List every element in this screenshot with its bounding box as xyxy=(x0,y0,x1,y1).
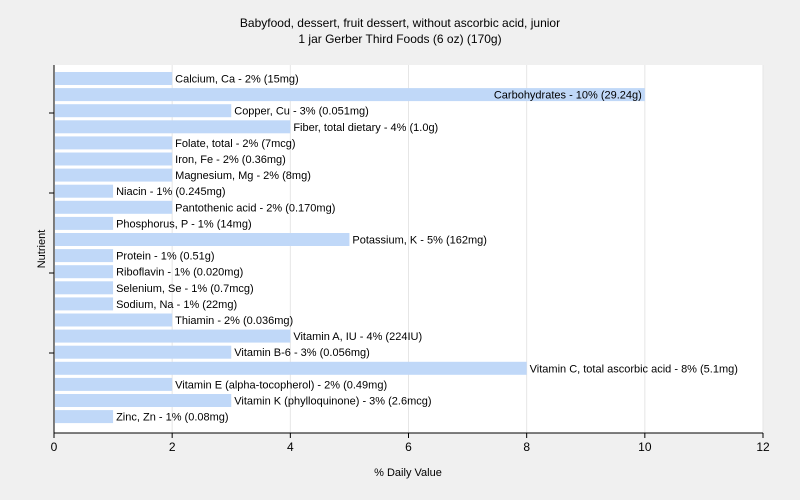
y-axis-title: Nutrient xyxy=(36,230,48,269)
bar xyxy=(55,394,232,407)
bar xyxy=(55,361,527,375)
bar xyxy=(55,297,114,311)
bar xyxy=(55,184,114,198)
bar xyxy=(55,104,232,118)
bar xyxy=(55,329,291,343)
x-tick-label: 6 xyxy=(405,440,412,454)
bar xyxy=(55,168,173,182)
bar-label: Carbohydrates - 10% (29.24g) xyxy=(494,90,642,102)
bar xyxy=(55,410,114,424)
bar-label: Potassium, K - 5% (162mg) xyxy=(352,235,487,247)
bar-label: Iron, Fe - 2% (0.36mg) xyxy=(175,154,286,166)
bar-label: Fiber, total dietary - 4% (1.0g) xyxy=(293,122,438,134)
bar xyxy=(55,136,173,150)
bar-label: Vitamin B-6 - 3% (0.056mg) xyxy=(234,347,370,359)
bar-label: Magnesium, Mg - 2% (8mg) xyxy=(175,170,311,182)
bar-label: Riboflavin - 1% (0.020mg) xyxy=(116,267,243,279)
x-axis-ticks: 0 2 4 6 8 10 12 xyxy=(51,433,770,454)
bar-label: Sodium, Na - 1% (22mg) xyxy=(116,299,237,311)
x-tick-label: 12 xyxy=(756,440,770,454)
bar xyxy=(55,265,114,279)
chart-title-line: Babyfood, dessert, fruit dessert, withou… xyxy=(239,16,561,30)
chart-subtitle: 1 jar Gerber Third Foods (6 oz) (170g) xyxy=(298,32,502,46)
bar xyxy=(55,72,173,85)
bar-label: Vitamin C, total ascorbic acid - 8% (5.1… xyxy=(530,363,738,375)
bar-label: Thiamin - 2% (0.036mg) xyxy=(175,315,293,327)
bar-label: Protein - 1% (0.51g) xyxy=(116,251,214,263)
bar xyxy=(55,152,173,166)
bar-label: Phosphorus, P - 1% (14mg) xyxy=(116,218,252,230)
x-tick-label: 8 xyxy=(523,440,530,454)
x-tick-label: 4 xyxy=(287,440,294,454)
bar-label: Pantothenic acid - 2% (0.170mg) xyxy=(175,202,335,214)
bar xyxy=(55,249,114,263)
bar-labels: Calcium, Ca - 2% (15mg) Carbohydrates - 1… xyxy=(116,74,738,424)
x-tick-label: 2 xyxy=(169,440,176,454)
x-axis-title: % Daily Value xyxy=(374,467,442,479)
bar xyxy=(55,233,350,246)
bar-label: Vitamin E (alpha-tocopherol) - 2% (0.49m… xyxy=(175,379,387,391)
bar xyxy=(55,216,114,230)
bar xyxy=(55,313,173,327)
bar-label: Folate, total - 2% (7mcg) xyxy=(175,138,295,150)
bar-label: Vitamin A, IU - 4% (224IU) xyxy=(293,331,422,343)
bar-label: Zinc, Zn - 1% (0.08mg) xyxy=(116,412,228,424)
bar xyxy=(55,377,173,391)
bar xyxy=(55,120,291,134)
bar xyxy=(55,345,232,359)
bars xyxy=(55,72,645,424)
bar-label: Selenium, Se - 1% (0.7mcg) xyxy=(116,283,254,295)
bar-label: Copper, Cu - 3% (0.051mg) xyxy=(234,106,369,118)
x-tick-label: 0 xyxy=(51,440,58,454)
bar xyxy=(55,281,114,295)
bar-label: Calcium, Ca - 2% (15mg) xyxy=(175,74,298,86)
bar-label: Niacin - 1% (0.245mg) xyxy=(116,186,225,198)
bar xyxy=(55,88,645,102)
x-tick-label: 10 xyxy=(638,440,652,454)
bar xyxy=(55,200,173,214)
y-axis-ticks xyxy=(49,112,54,354)
chart-title: Babyfood, dessert, fruit dessert, withou… xyxy=(0,15,800,47)
bar-label: Vitamin K (phylloquinone) - 3% (2.6mcg) xyxy=(234,396,431,408)
